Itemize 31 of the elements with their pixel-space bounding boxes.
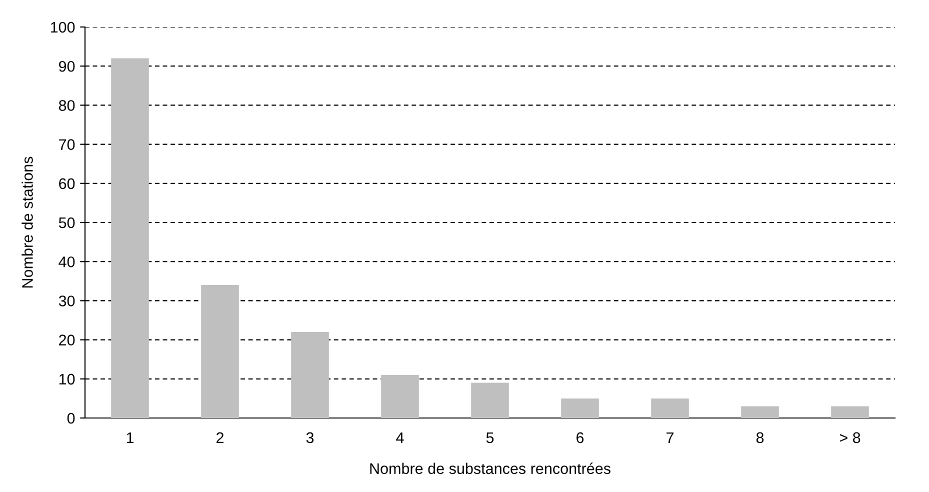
- x-axis-title: Nombre de substances rencontrées: [370, 462, 610, 474]
- y-tick-label: 30: [58, 296, 75, 306]
- y-tick-label: 10: [59, 374, 75, 385]
- y-tick-label: 50: [58, 217, 75, 228]
- x-tick-label: 3: [306, 432, 314, 444]
- y-tick-label: 80: [58, 100, 75, 111]
- bar: [201, 285, 239, 418]
- x-tick-label: 1: [126, 432, 134, 443]
- x-tick-label: 8: [756, 432, 764, 444]
- bar: [291, 332, 329, 418]
- bar: [381, 374, 419, 418]
- bar: [561, 398, 599, 418]
- y-axis-title: Nombre de stations: [22, 156, 33, 288]
- y-tick-label: 90: [59, 60, 75, 72]
- bar: [831, 406, 869, 418]
- x-tick-label: 4: [396, 432, 404, 443]
- x-tick-label: 5: [486, 432, 494, 444]
- y-tick-label: 100: [50, 22, 75, 33]
- x-tick-label: > 8: [840, 432, 860, 444]
- bar: [741, 406, 779, 418]
- y-tick-label: 40: [58, 256, 75, 268]
- y-tick-label: 20: [59, 334, 75, 346]
- y-tick-label: 70: [59, 139, 75, 150]
- y-tick-label: 0: [67, 412, 75, 424]
- bar: [111, 58, 149, 418]
- y-tick-label: 60: [59, 178, 75, 190]
- x-tick-label: 7: [666, 432, 674, 443]
- x-tick-label: 2: [216, 432, 224, 443]
- bar: [651, 398, 689, 418]
- x-tick-label: 6: [576, 432, 584, 444]
- bar: [471, 382, 509, 418]
